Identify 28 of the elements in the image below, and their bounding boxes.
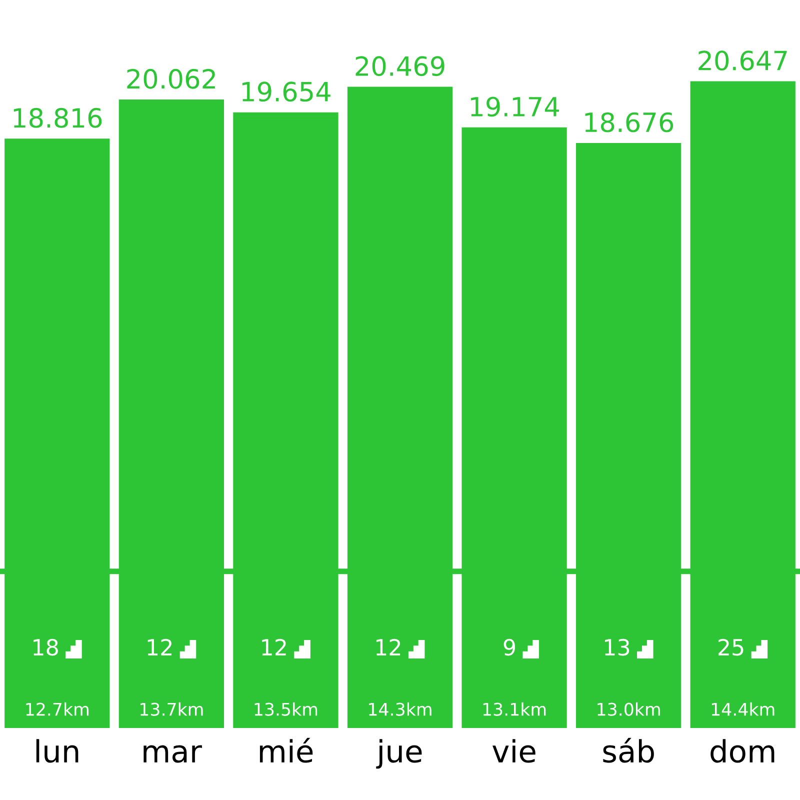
x-tick-label: dom [710, 739, 774, 763]
annotation: 13.7km [140, 702, 203, 716]
data-label: 20.469 [356, 56, 444, 76]
x-tick-label: vie [492, 739, 536, 763]
data-label: 18.676 [585, 112, 674, 132]
annotation: 13.5km [254, 702, 318, 716]
annotation: 18 [34, 638, 58, 656]
annotation: 13.1km [483, 702, 546, 716]
annotation: 14.3km [369, 702, 432, 716]
annotation: 13 [605, 638, 630, 656]
annotation: 13.0km [598, 702, 660, 716]
annotation: 12 [376, 638, 400, 656]
data-label: 20.062 [127, 68, 215, 89]
x-tick-label: lun [36, 739, 78, 763]
annotation: 25 [718, 638, 744, 656]
x-tick-label: mar [144, 745, 202, 763]
x-tick-label: sáb [603, 738, 654, 763]
data-label: 19.174 [471, 96, 559, 117]
x-tick-label: mié [260, 738, 313, 763]
data-label: 19.654 [242, 82, 330, 102]
data-label: 20.647 [698, 50, 787, 71]
annotation: 12 [148, 638, 172, 656]
annotation: 14.4km [712, 702, 774, 716]
annotation: 12 [262, 638, 286, 656]
annotation: 12.7km [26, 702, 88, 716]
annotation: 9 [504, 638, 516, 656]
data-label: 18.816 [14, 108, 102, 128]
x-tick-label: jue [376, 739, 422, 769]
